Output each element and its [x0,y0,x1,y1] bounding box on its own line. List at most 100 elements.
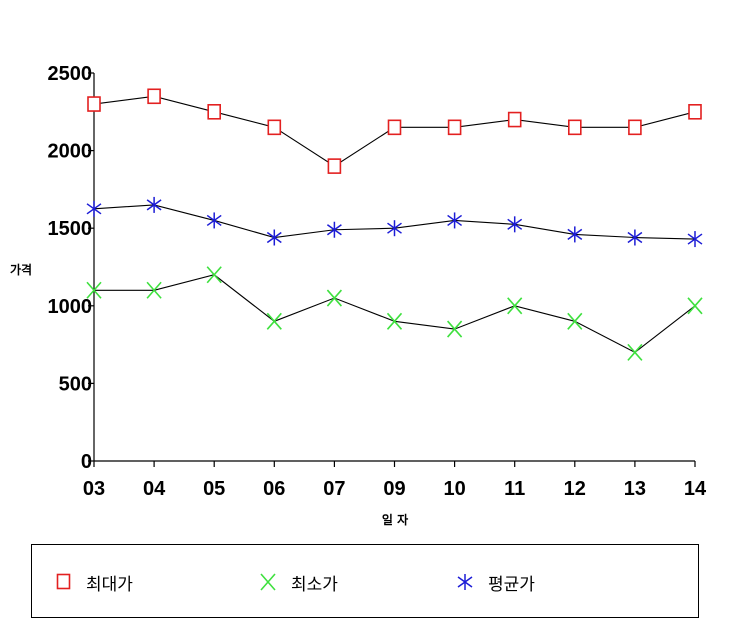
data-point [146,281,162,299]
x-tick-label: 06 [263,478,285,500]
data-point [206,266,222,284]
x-tick-label: 10 [443,478,465,500]
x-marker-stroke [86,281,102,299]
x-tick-label: 05 [203,478,225,500]
asterisk-marker-stroke [507,218,523,230]
data-point [206,212,222,229]
data-point [387,119,402,136]
square-marker [87,96,101,112]
legend-item-max: 최대가 [56,569,133,595]
series-line-2 [94,274,696,354]
data-point [86,281,102,299]
line-chart: 0 500 1000 1500 2000 2500 03 04 05 06 07 09 10 11 12 13… [10,63,707,527]
x-marker-stroke [206,266,222,284]
chart-axes [88,72,696,467]
x-marker-stroke [687,297,703,315]
y-tick-label: 1000 [48,296,93,318]
x-marker-icon [260,573,276,591]
y-tick-label: 0 [81,451,92,473]
data-point [266,229,282,246]
asterisk-marker-stroke [627,231,643,244]
legend-label-avg: 평균가 [488,574,535,595]
data-point [628,119,642,136]
data-point [326,221,342,238]
x-tick-label: 09 [383,478,405,500]
asterisk-marker-stroke [326,224,342,236]
square-marker-icon [56,573,71,590]
x-tick-label: 14 [684,478,707,500]
x-marker-stroke [326,289,343,307]
data-point [147,88,161,105]
data-point [688,104,702,120]
data-point [86,200,102,217]
legend-label-max: 최대가 [86,574,133,595]
asterisk-marker-icon [457,574,473,590]
square-marker [207,104,221,120]
asterisk-marker-stroke [387,222,402,234]
x-marker-stroke [507,297,523,315]
data-point [146,196,162,213]
y-tick-label: 2000 [48,141,93,163]
x-marker-stroke [627,343,643,361]
square-marker [628,119,642,136]
data-point [386,312,403,330]
data-point [687,231,703,248]
y-axis-title: 가격 [10,262,32,277]
data-point [507,216,523,233]
data-point [207,104,221,120]
x-tick-label: 04 [143,478,166,500]
data-point [567,226,583,243]
data-point [567,119,582,136]
data-point [687,297,703,315]
asterisk-marker-stroke [206,214,222,227]
legend-label-min: 최소가 [291,574,338,595]
x-tick-label: 07 [323,478,345,500]
data-point [87,96,101,112]
x-marker-stroke [446,320,463,338]
square-marker [327,158,342,174]
data-point [446,320,463,338]
data-point [507,111,522,128]
x-marker-stroke [266,312,282,330]
legend-item-min: 최소가 [259,569,338,595]
x-marker-stroke [146,281,162,299]
square-marker [267,119,282,136]
asterisk-marker-stroke [687,233,703,245]
asterisk-marker-stroke [146,199,162,211]
square-marker [147,88,161,105]
asterisk-marker-stroke [567,228,583,241]
square-marker [688,104,702,120]
data-point [447,119,462,136]
data-point [387,220,402,237]
asterisk-marker-stroke [86,203,102,215]
y-tick-label: 1500 [48,218,93,240]
y-tick-label: 500 [59,373,92,395]
chart-legend: 최대가 최소가 평균가 [31,544,699,618]
x-tick-label: 11 [504,478,525,500]
x-tick-label: 12 [564,478,586,500]
asterisk-marker-stroke [447,214,463,227]
legend-item-avg: 평균가 [456,569,535,595]
data-point [627,343,643,361]
square-marker [507,111,522,128]
x-axis-title: 일 자 [382,512,408,527]
x-marker-stroke [567,312,583,330]
y-tick-label: 2500 [48,63,93,85]
chart-markers [86,88,703,361]
data-point [266,312,282,330]
x-tick-label: 13 [624,478,646,500]
asterisk-marker-stroke [266,231,282,244]
data-point [267,119,282,136]
square-marker [567,119,582,136]
data-point [627,229,643,246]
data-point [567,312,583,330]
data-point [326,289,343,307]
chart-tick-labels: 0 500 1000 1500 2000 2500 03 04 05 06 07 09 10 11 12 13… [48,63,707,500]
x-marker-stroke [386,312,403,330]
data-point [507,297,523,315]
square-marker [447,119,462,136]
square-marker [387,119,402,136]
x-tick-label: 03 [83,478,105,500]
data-point [327,158,342,174]
data-point [447,212,463,229]
